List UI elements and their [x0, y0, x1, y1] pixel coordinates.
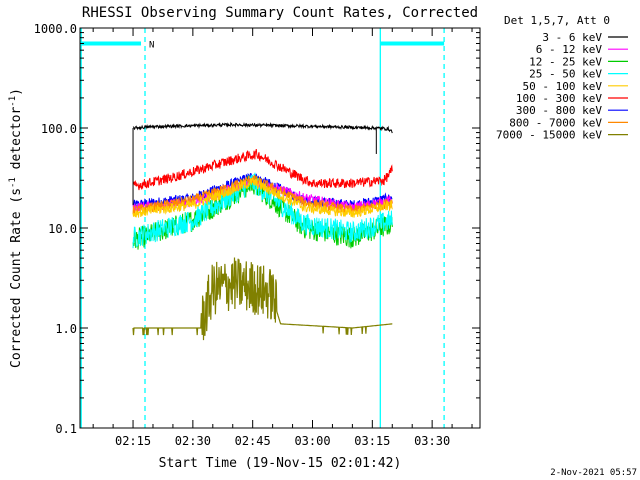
x-tick-label: 02:45 [235, 434, 271, 448]
legend-label: 25 - 50 keV [529, 68, 602, 81]
y-tick-label: 0.1 [55, 422, 77, 436]
series-line [132, 175, 393, 250]
y-axis-label: Corrected Count Rate (s-1 detector-1) [8, 88, 24, 368]
x-tick-label: 03:00 [294, 434, 330, 448]
legend-label: 12 - 25 keV [529, 55, 602, 68]
footer-timestamp: 2-Nov-2021 05:57 [550, 468, 637, 478]
chart-title: RHESSI Observing Summary Count Rates, Co… [82, 5, 478, 21]
annotation-label: N [149, 40, 154, 50]
y-tick-label: 1.0 [55, 322, 77, 336]
legend-label: 800 - 7000 keV [509, 116, 602, 129]
legend-label: 50 - 100 keV [523, 80, 603, 93]
series-line [132, 121, 393, 134]
legend-header: Det 1,5,7, Att 0 [504, 14, 610, 27]
y-tick-label: 10.0 [48, 222, 77, 236]
x-axis-label: Start Time (19-Nov-15 02:01:42) [159, 456, 402, 471]
x-tick-label: 02:15 [115, 434, 151, 448]
x-tick-label: 03:30 [414, 434, 450, 448]
plot-area: N [80, 28, 445, 428]
series-line [132, 172, 393, 249]
axes: 0.1 1.0 10.0 100.0 1000.0 02:15 02:30 02:45 03:0… [34, 22, 481, 448]
y-tick-label: 1000.0 [34, 22, 77, 36]
series-line [132, 148, 393, 191]
legend-label: 6 - 12 keV [536, 43, 603, 56]
legend-label: 3 - 6 keV [542, 31, 602, 44]
series-line [132, 257, 393, 341]
legend-label: 300 - 800 keV [516, 104, 602, 117]
legend-label: 7000 - 15000 keV [496, 129, 602, 142]
y-tick-label: 100.0 [41, 122, 77, 136]
x-tick-label: 03:15 [354, 434, 390, 448]
legend-label: 100 - 300 keV [516, 92, 602, 105]
x-tick-label: 02:30 [175, 434, 211, 448]
series-line [132, 177, 393, 218]
